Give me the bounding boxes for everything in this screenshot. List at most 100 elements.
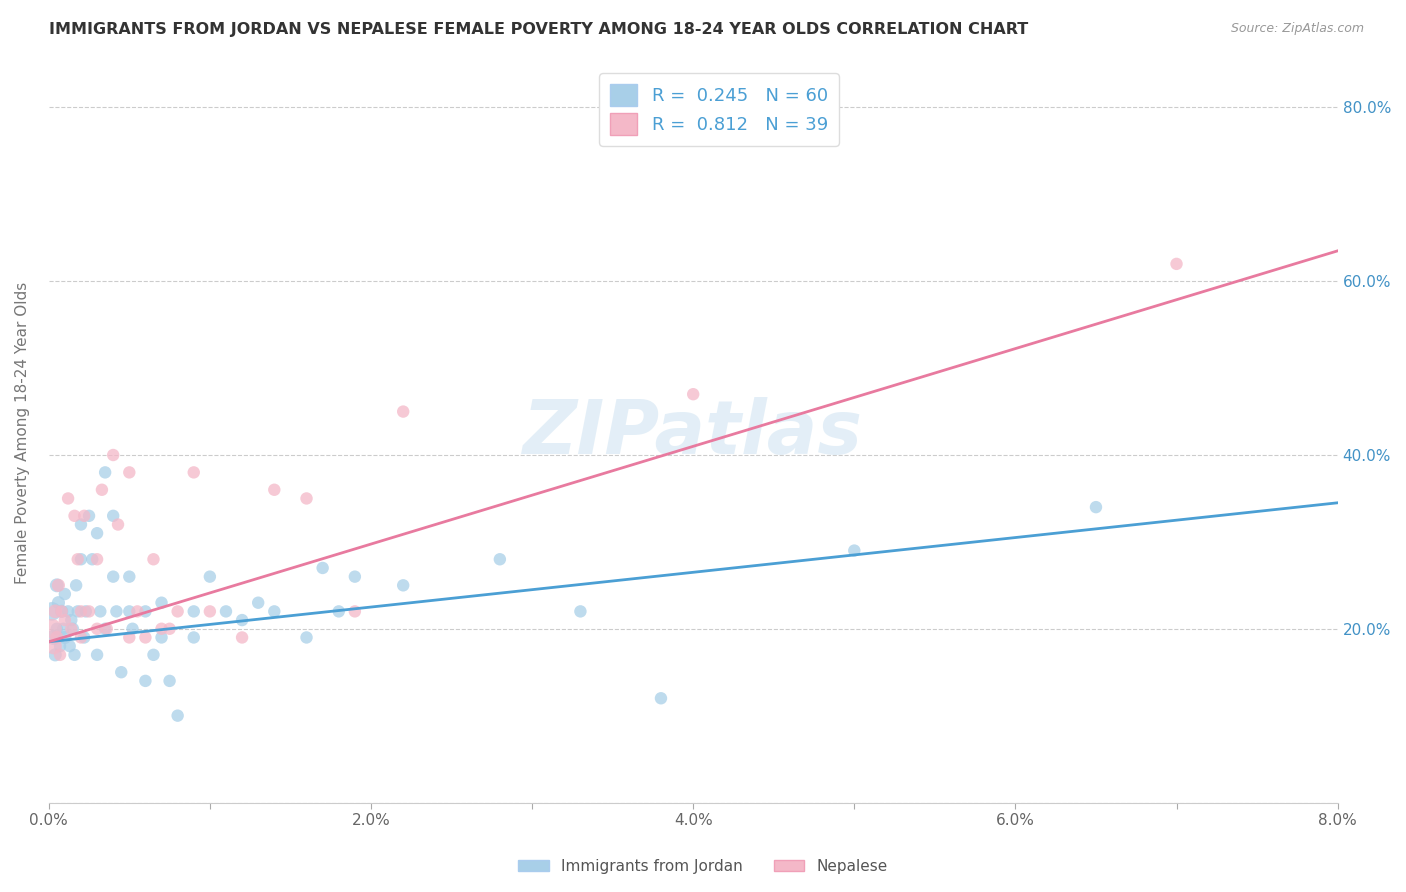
Point <box>53 587 76 601</box>
Point <box>70 631 93 645</box>
Point <box>86 648 108 662</box>
Point <box>70 604 93 618</box>
Point <box>263 604 285 618</box>
Point <box>134 673 156 688</box>
Point <box>42 631 65 645</box>
Point <box>45 622 67 636</box>
Point <box>44 604 66 618</box>
Point <box>343 569 366 583</box>
Point <box>166 708 188 723</box>
Point <box>150 622 173 636</box>
Point <box>105 604 128 618</box>
Text: Source: ZipAtlas.com: Source: ZipAtlas.com <box>1230 22 1364 36</box>
Point <box>53 613 76 627</box>
Point <box>48 578 70 592</box>
Point <box>70 517 93 532</box>
Point <box>77 604 100 618</box>
Point <box>110 665 132 680</box>
Point <box>45 631 67 645</box>
Point <box>328 604 350 618</box>
Point <box>295 491 318 506</box>
Point <box>127 604 149 618</box>
Point <box>86 552 108 566</box>
Point <box>77 508 100 523</box>
Point <box>198 604 221 618</box>
Point <box>45 578 67 592</box>
Point <box>1166 257 1188 271</box>
Point <box>62 622 84 636</box>
Point <box>231 631 253 645</box>
Point <box>569 604 592 618</box>
Point <box>142 552 165 566</box>
Point <box>183 466 205 480</box>
Point <box>89 604 111 618</box>
Point <box>134 604 156 618</box>
Point <box>118 604 141 618</box>
Point <box>65 578 87 592</box>
Point <box>73 631 96 645</box>
Point <box>51 604 73 618</box>
Point <box>82 552 104 566</box>
Point <box>53 631 76 645</box>
Legend: R =  0.245   N = 60, R =  0.812   N = 39: R = 0.245 N = 60, R = 0.812 N = 39 <box>599 73 839 146</box>
Point <box>107 517 129 532</box>
Point <box>159 622 181 636</box>
Point <box>183 631 205 645</box>
Point <box>44 648 66 662</box>
Point <box>489 552 512 566</box>
Point <box>150 596 173 610</box>
Point <box>134 631 156 645</box>
Point <box>118 569 141 583</box>
Point <box>231 613 253 627</box>
Point <box>142 648 165 662</box>
Point <box>150 631 173 645</box>
Point <box>70 552 93 566</box>
Point <box>66 552 89 566</box>
Point <box>42 639 65 653</box>
Point <box>63 508 86 523</box>
Point <box>56 604 79 618</box>
Point <box>60 613 83 627</box>
Point <box>159 673 181 688</box>
Point <box>60 622 83 636</box>
Point <box>215 604 238 618</box>
Point <box>49 639 72 653</box>
Point <box>94 466 117 480</box>
Point <box>51 604 73 618</box>
Point <box>183 604 205 618</box>
Point <box>343 604 366 618</box>
Point <box>295 631 318 645</box>
Point <box>41 604 63 618</box>
Point <box>75 604 97 618</box>
Point <box>41 622 63 636</box>
Point <box>1084 500 1107 515</box>
Point <box>96 622 118 636</box>
Point <box>198 569 221 583</box>
Point <box>49 648 72 662</box>
Point <box>166 604 188 618</box>
Point <box>247 596 270 610</box>
Point <box>103 508 125 523</box>
Point <box>48 596 70 610</box>
Point <box>311 561 333 575</box>
Point <box>94 622 117 636</box>
Point <box>59 639 82 653</box>
Point <box>682 387 704 401</box>
Point <box>392 578 415 592</box>
Legend: Immigrants from Jordan, Nepalese: Immigrants from Jordan, Nepalese <box>512 853 894 880</box>
Point <box>56 491 79 506</box>
Point <box>66 604 89 618</box>
Point <box>650 691 672 706</box>
Point <box>118 466 141 480</box>
Text: IMMIGRANTS FROM JORDAN VS NEPALESE FEMALE POVERTY AMONG 18-24 YEAR OLDS CORRELAT: IMMIGRANTS FROM JORDAN VS NEPALESE FEMAL… <box>49 22 1028 37</box>
Point <box>90 483 112 497</box>
Point <box>103 448 125 462</box>
Point <box>118 631 141 645</box>
Point <box>103 569 125 583</box>
Text: ZIPatlas: ZIPatlas <box>523 397 863 470</box>
Point <box>121 622 143 636</box>
Point <box>63 648 86 662</box>
Point <box>52 622 75 636</box>
Point <box>86 526 108 541</box>
Point <box>73 508 96 523</box>
